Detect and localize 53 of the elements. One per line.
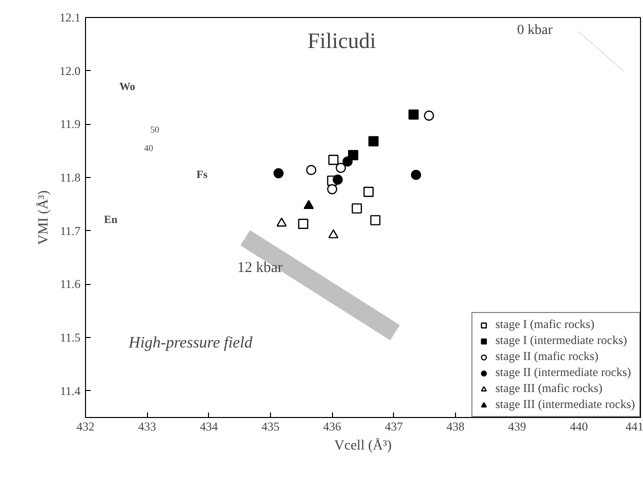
y-tick-label: 11.6 [60, 277, 81, 292]
y-tick-label: 11.8 [60, 170, 81, 184]
y-tick-label: 11.5 [60, 330, 81, 344]
point [368, 136, 379, 146]
point [328, 229, 338, 238]
x-tick-label: 439 [508, 420, 526, 434]
legend-label: stage III (intermediate rocks) [495, 397, 635, 412]
x-tick-label: 434 [200, 420, 218, 434]
point [273, 168, 284, 178]
point [328, 154, 338, 165]
point [306, 164, 316, 176]
annotation: 40 [144, 143, 154, 154]
x-tick-label: 436 [323, 420, 342, 434]
y-axis-title: VMI (Å³) [36, 190, 52, 245]
x-tick-label: 440 [570, 420, 588, 434]
point [332, 174, 343, 185]
y-tick-label: 12.1 [60, 10, 80, 24]
point [276, 218, 287, 227]
y-tick-label: 12.0 [60, 64, 80, 78]
annotation: 12 kbar [237, 260, 283, 276]
point [352, 203, 362, 214]
point [410, 170, 422, 180]
y-tick-label: 11.9 [60, 117, 81, 132]
legend-label: stage II (intermediate rocks) [495, 365, 631, 380]
annotation: Fs [196, 168, 208, 181]
x-tick-label: 433 [138, 420, 156, 434]
y-tick-label: 11.7 [60, 224, 81, 238]
legend-label: stage II (mafic rocks) [495, 349, 598, 364]
point [336, 162, 346, 173]
annotation: 0 kbar [517, 22, 553, 38]
annotation: 50 [150, 124, 160, 134]
point [304, 200, 314, 209]
annotation: En [104, 214, 118, 226]
point [298, 218, 308, 229]
text: Filicudi [308, 28, 376, 54]
point [370, 215, 380, 226]
point [363, 186, 374, 197]
point [408, 109, 419, 120]
x-tick-label: 438 [446, 420, 464, 434]
legend-label: stage I (intermediate rocks) [495, 333, 627, 348]
x-tick-label: 441 [626, 420, 643, 434]
y-tick-label: 11.4 [60, 384, 81, 398]
annotation: Wo [119, 80, 136, 93]
x-tick-label: 432 [76, 420, 94, 434]
x-tick-label: 435 [262, 420, 280, 434]
legend-label: stage I (mafic rocks) [495, 317, 594, 332]
x-axis-title: Vcell (Å³) [334, 438, 392, 454]
point [327, 184, 338, 194]
x-tick-label: 437 [384, 420, 403, 434]
point [424, 110, 434, 121]
annotation: High-pressure field [128, 334, 254, 352]
point [342, 156, 353, 167]
legend-label: stage III (mafic rocks) [495, 381, 602, 396]
